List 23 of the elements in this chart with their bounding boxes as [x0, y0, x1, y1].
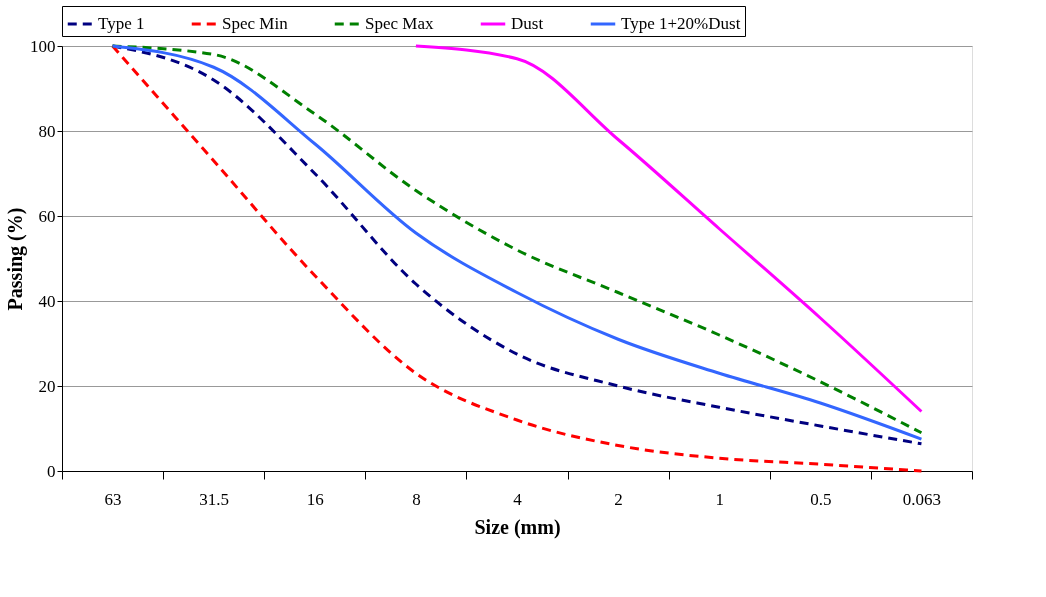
- x-tick-label: 8: [412, 489, 421, 509]
- y-tick-label: 40: [38, 291, 56, 311]
- y-tick-label: 100: [30, 36, 56, 56]
- legend-label: Dust: [511, 14, 544, 33]
- y-tick-label: 60: [38, 206, 56, 226]
- y-tick-label: 0: [47, 461, 56, 481]
- x-tick-label: 1: [715, 489, 724, 509]
- x-tick-label: 2: [614, 489, 623, 509]
- x-tick-label: 0.5: [810, 489, 832, 509]
- y-tick-label: 20: [38, 376, 56, 396]
- legend-label: Spec Max: [365, 14, 434, 33]
- legend-label: Type 1+20%Dust: [621, 14, 741, 33]
- x-tick-label: 0.063: [902, 489, 942, 509]
- legend-label: Type 1: [98, 14, 145, 33]
- legend-label: Spec Min: [222, 14, 289, 33]
- x-tick-label: 4: [513, 489, 523, 509]
- line-series: [414, 44, 923, 413]
- x-axis-title: Size (mm): [474, 515, 561, 539]
- y-axis-title: Passing (%): [4, 207, 27, 311]
- y-tick-label: 80: [38, 121, 56, 141]
- x-tick-label: 31.5: [199, 489, 230, 509]
- x-tick-label: 63: [104, 489, 122, 509]
- x-tick-label: 16: [306, 489, 324, 509]
